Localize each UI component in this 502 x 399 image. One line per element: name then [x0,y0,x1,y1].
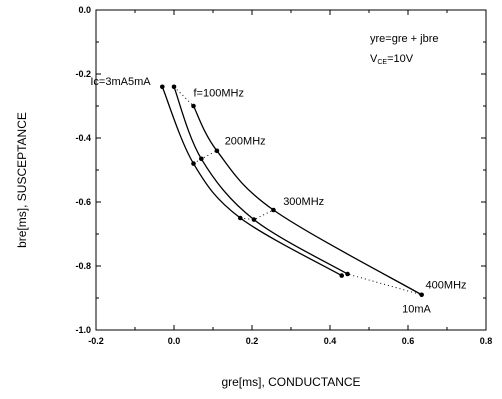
data-point [271,207,276,213]
x-tick-label: 0.2 [246,336,259,346]
annotation-layer: Ic=3mA5mA f=100MHz 200MHz 300MHz 400MHz 10mA [90,76,466,315]
x-tick-label: -0.2 [88,336,104,346]
annotation-label: 300MHz [283,196,324,208]
legend-line-1: yre=gre + jbre [370,33,438,45]
x-tick-label: 0.8 [480,336,493,346]
y-tick-label: -1.0 [75,325,91,335]
frequency-connector-1 [173,86,194,107]
data-point [238,215,243,221]
data-point [345,271,350,277]
x-tick-label: 0.4 [324,336,337,346]
data-point [251,217,257,222]
frequency-connector-3 [240,209,274,221]
series-line-3 [192,105,422,296]
data-point [171,84,177,90]
plot-frame [95,9,487,331]
data-point [160,84,165,90]
legend-line-2-rest: =10V [387,53,414,65]
x-tick-label: 0.0 [168,336,181,346]
annotation-label: f=100MHz [194,87,244,99]
annotation-label: 10mA [402,303,431,315]
data-point [191,103,196,109]
y-axis-label: bre[ms], SUSCEPTANCE [15,112,29,248]
annotation-label: 400MHz [426,279,467,291]
y-tick-label: -0.6 [75,197,91,207]
data-point [191,161,196,166]
series-line-1 [161,86,343,277]
y-tick-label: -0.2 [75,69,91,79]
annotation-label: Ic=3mA5mA [90,76,151,88]
annotation-label: 200MHz [225,135,266,147]
x-tick-label: 0.6 [402,336,415,346]
data-point [214,148,220,154]
y-tick-label: -0.8 [75,261,91,271]
series-line-2 [173,86,348,275]
legend-line-2-sub: CE [377,59,387,66]
x-axis-label: gre[ms], CONDUCTANCE [221,375,360,389]
data-point [419,292,424,298]
frequency-connector-2 [193,150,218,165]
frequency-connector-4 [341,273,422,296]
y-tick-label: -0.4 [75,133,91,143]
legend-line-2: VCE=10V [370,53,414,66]
series-layer [160,84,424,298]
y-tick-label: 0.0 [78,5,91,15]
data-point [199,156,204,162]
legend-line-2-main: V [370,53,378,65]
tick-layer: -0.2 0.0 0.2 0.4 0.6 0.8 0.0 -0.2 -0.4 -0.6 -0.8 -1… [75,5,492,346]
data-point [339,273,345,278]
